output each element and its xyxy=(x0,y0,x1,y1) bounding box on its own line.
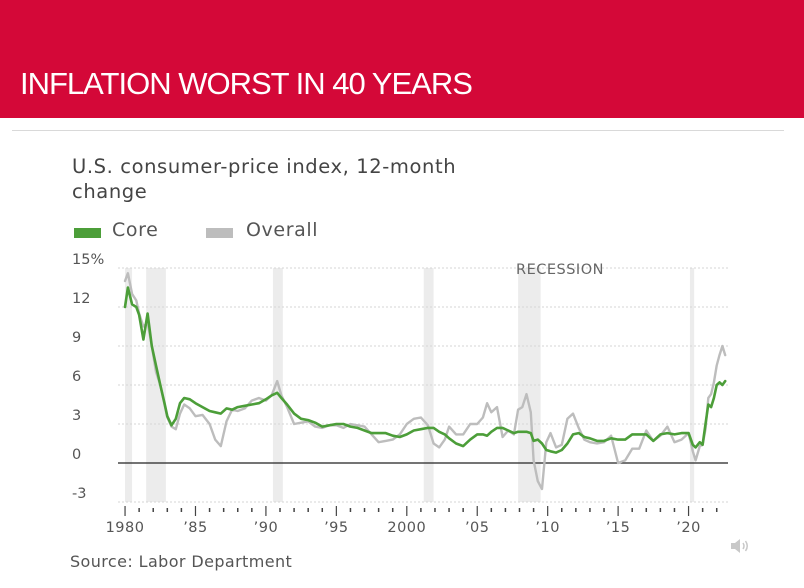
recession-band xyxy=(518,268,541,502)
x-tick-label: ’15 xyxy=(606,520,631,536)
title-banner: INFLATION WORST IN 40 YEARS xyxy=(0,0,804,118)
x-tick-label: 2000 xyxy=(387,520,426,536)
y-tick-label: 12 xyxy=(72,291,90,307)
legend-label-core: Core xyxy=(112,219,159,241)
recession-band xyxy=(689,268,695,502)
axis-ticks: 15% 12 9 6 3 0 -3 1980 ’85 ’90 ’95 2000 ’05 ’10 ’15 ’20 xyxy=(72,252,718,536)
y-tick-label: 9 xyxy=(72,330,81,346)
x-tick-label: ’05 xyxy=(465,520,490,536)
legend-swatch-core xyxy=(74,228,101,238)
slide-title: INFLATION WORST IN 40 YEARS xyxy=(20,66,473,101)
x-tick-label: ’95 xyxy=(324,520,349,536)
recession-band xyxy=(146,268,166,502)
x-tick-label: ’20 xyxy=(676,520,701,536)
chart-title-line-2: change xyxy=(72,180,148,203)
y-tick-label: 0 xyxy=(72,447,81,463)
recession-band xyxy=(423,268,434,502)
speaker-icon[interactable] xyxy=(730,537,750,555)
y-tick-label: 6 xyxy=(72,369,81,385)
recession-band xyxy=(125,268,133,502)
x-tick-label: 1980 xyxy=(106,520,145,536)
x-tick-label: ’90 xyxy=(254,520,279,536)
x-tick-label: ’10 xyxy=(535,520,560,536)
legend-label-overall: Overall xyxy=(246,219,319,241)
legend-swatch-overall xyxy=(206,228,233,238)
y-tick-label: 3 xyxy=(72,408,81,424)
y-tick-label: 15% xyxy=(72,252,104,268)
x-tick-label: ’85 xyxy=(183,520,208,536)
chart-title-line-1: U.S. consumer-price index, 12-month xyxy=(72,155,457,178)
chart-title: U.S. consumer-price index, 12-month chan… xyxy=(72,154,672,204)
source-note: Source: Labor Department xyxy=(70,552,293,571)
recession-label: RECESSION xyxy=(516,262,604,278)
divider-line xyxy=(12,130,784,131)
series-lines xyxy=(123,272,727,491)
y-tick-label: -3 xyxy=(72,486,86,502)
gridlines xyxy=(118,267,728,503)
series-line-core xyxy=(123,286,727,454)
